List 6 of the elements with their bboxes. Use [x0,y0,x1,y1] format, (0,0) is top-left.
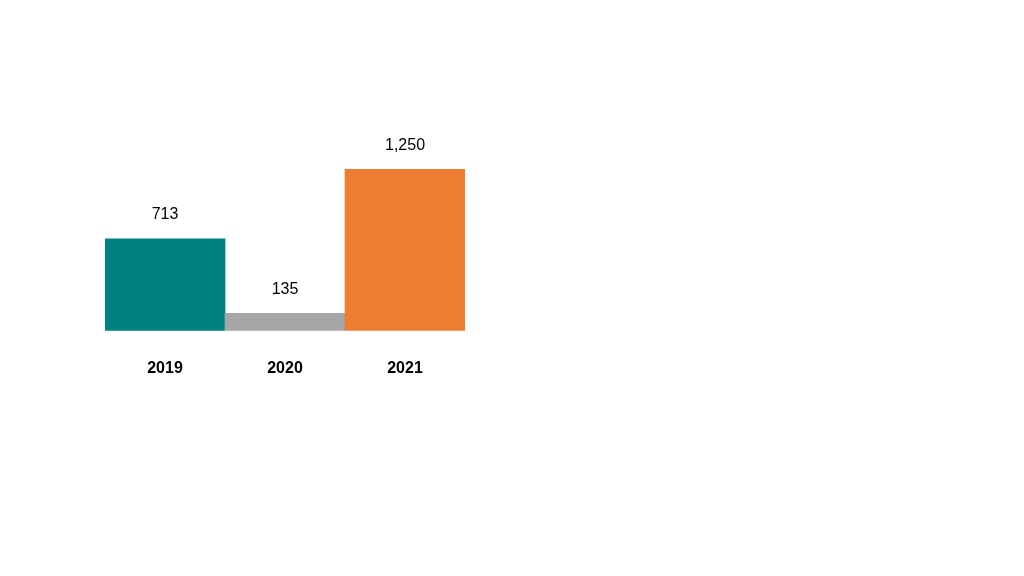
data-label: 135 [271,279,299,297]
data-label: 1,250 [384,135,426,153]
data-label: 713 [151,205,179,223]
x-tick-label: 2021 [387,358,423,376]
x-tick-label: 2019 [147,358,183,376]
x-tick-label: 2020 [267,358,303,376]
